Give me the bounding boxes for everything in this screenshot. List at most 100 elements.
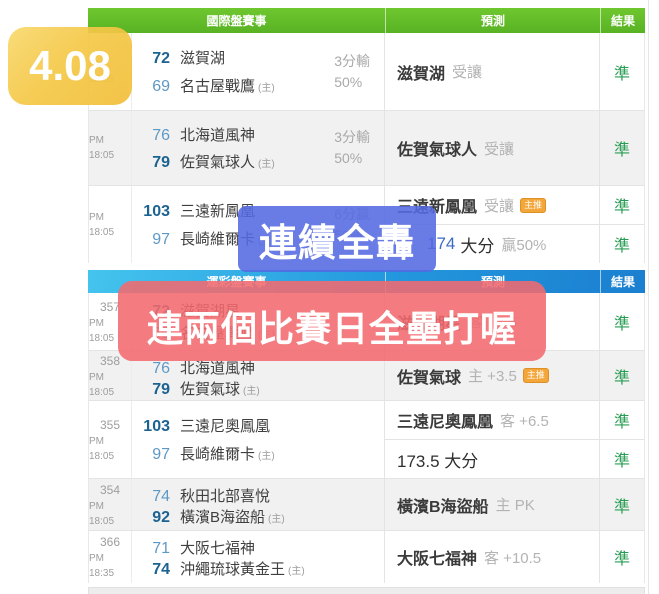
away-score: 103 (143, 202, 170, 220)
home-score: 97 (152, 446, 170, 464)
result-cell: 準 (599, 479, 644, 530)
game-row[interactable]: 366 PM 18:35 71 大阪七福神 74 沖繩琉球黃金王 (主) (89, 530, 644, 583)
teams-cell: 76 北海道風神 79 佐賀氣球 (主) (132, 351, 384, 400)
game-row[interactable]: 355 PM 18:05 103 三遠尼奧鳳凰 97 長崎維爾卡 (主) (89, 400, 644, 478)
home-team-name: 長崎維爾卡 (180, 446, 256, 464)
time-label: PM 18:05 (89, 500, 115, 527)
away-team-line: 72 滋賀湖 (132, 47, 384, 68)
prediction-detail: 受讓 (484, 197, 515, 215)
note-line2: 50% (334, 150, 363, 166)
prediction-result-block: 三遠新鳳凰 受讓 主推 準 174 大分 贏50% 準 (384, 186, 644, 263)
result-cell: 準 (599, 293, 644, 350)
prediction-row: 174 大分 贏50% 準 (385, 224, 644, 263)
game-time: 355 PM 18:05 (89, 401, 132, 478)
prediction-result-block: 佐賀氣球 主 +3.5 主推 準 (384, 351, 644, 400)
home-team-line: 79 佐賀氣球人 (主) (132, 151, 384, 172)
odds-sticker-badge: 4.08 (8, 27, 132, 105)
home-team-name: 佐賀氣球 (180, 381, 241, 398)
teams-cell: 103 三遠尼奧鳳凰 97 長崎維爾卡 (主) (132, 401, 384, 478)
away-team-name: 三遠新鳳凰 (180, 202, 256, 220)
away-team-name: 滋賀湖 (180, 49, 226, 67)
prediction-detail: 客 +10.5 (484, 549, 542, 567)
time-label: PM 18:05 (89, 317, 115, 344)
page-edge-divider (648, 0, 649, 594)
game-row[interactable]: PM 18:05 72 滋賀湖 69 名古屋戰鷹 (主) 3分輸 50% (89, 33, 644, 110)
teams-cell: 76 北海道風神 79 佐賀氣球人 (主) 3分輸 50% (132, 111, 384, 185)
away-team-name: 大阪七福神 (180, 540, 256, 557)
time-label: PM 18:35 (89, 553, 115, 579)
away-score: 71 (152, 540, 170, 557)
prediction-cell: 橫濱B海盜船 主 PK (385, 479, 599, 530)
home-score: 97 (152, 231, 170, 249)
away-team-line: 74 秋田北部喜悅 (132, 485, 384, 506)
handicap-note: 3分輸 50% (334, 127, 370, 169)
prediction-cell: 三遠新鳳凰 受讓 主推 (385, 186, 599, 224)
home-team-line: 92 橫濱B海盜船 (主) (132, 506, 384, 527)
prediction-cell: 佐賀氣球 主 +3.5 主推 (385, 351, 599, 400)
prediction-pick: 橫濱B海盜船 (397, 498, 489, 516)
prediction-cell: 佐賀氣球人 受讓 (385, 111, 599, 185)
game-number: 358 (99, 353, 121, 368)
note-line1: 3分輸 (334, 52, 370, 69)
time-label: PM 18:05 (89, 371, 115, 398)
prediction-pick: 滋賀湖 (397, 65, 446, 83)
time-label: PM 18:05 (89, 435, 115, 462)
game-time: 358 PM 18:05 (89, 351, 132, 400)
away-team-line: 76 北海道風神 (132, 124, 384, 145)
handicap-note: 3分輸 50% (334, 51, 370, 93)
prediction-row: 173.5 大分 準 (385, 439, 644, 478)
away-team-name: 北海道風神 (180, 126, 256, 144)
game-row[interactable]: PM 18:05 76 北海道風神 79 佐賀氣球人 (主) 3分輸 50% (89, 110, 644, 185)
home-team-name: 橫濱B海盜船 (180, 509, 266, 526)
away-team-line: 71 大阪七福神 (132, 537, 384, 558)
prediction-pick: 173.5 大分 (397, 451, 479, 471)
column-header-result: 結果 (600, 270, 645, 293)
home-score: 69 (152, 78, 170, 96)
international-table-body: PM 18:05 72 滋賀湖 69 名古屋戰鷹 (主) 3分輸 50% (88, 33, 645, 263)
game-row[interactable]: 354 PM 18:05 74 秋田北部喜悅 92 橫濱B海盜船 (主) (89, 478, 644, 530)
prediction-cell: 滋賀湖 受讓 (385, 33, 599, 110)
prediction-detail: 主 +3.5 (468, 368, 517, 385)
prediction-cell: 大阪七福神 客 +10.5 (385, 531, 599, 583)
prediction-detail: 客 +6.5 (500, 412, 549, 430)
away-score: 103 (143, 417, 170, 435)
prediction-result-block: 橫濱B海盜船 主 PK 準 (384, 479, 644, 530)
home-score: 92 (152, 509, 170, 526)
teams-cell: 71 大阪七福神 74 沖繩琉球黃金王 (主) (132, 531, 384, 583)
home-score: 79 (152, 381, 170, 398)
note-line2: 50% (334, 73, 363, 90)
away-score: 72 (152, 49, 170, 67)
result-cell: 準 (599, 440, 644, 478)
prediction-row: 大阪七福神 客 +10.5 準 (385, 531, 644, 583)
result-cell: 準 (599, 531, 644, 583)
home-mark: (主) (258, 83, 275, 95)
game-number: 355 (99, 417, 121, 432)
away-score: 76 (152, 126, 170, 144)
home-mark: (主) (243, 386, 260, 397)
game-time: 354 PM 18:05 (89, 479, 132, 530)
away-team-line: 103 三遠尼奧鳳凰 (132, 415, 384, 436)
home-team-line: 74 沖繩琉球黃金王 (主) (132, 558, 384, 579)
column-header-event: 國際盤賽事 (206, 14, 267, 28)
tables-container: 國際盤賽事 預測 結果 PM 18:05 72 滋賀湖 69 名古屋戰鷹 (88, 8, 645, 583)
prediction-detail: 受讓 (452, 64, 483, 81)
prediction-result-block: 三遠尼奧鳳凰 客 +6.5 準 173.5 大分 準 (384, 401, 644, 478)
teams-cell: 72 滋賀湖 69 名古屋戰鷹 (主) 3分輸 50% (132, 33, 384, 110)
game-time: PM 18:05 (89, 186, 132, 263)
prediction-pick: 佐賀氣球 (397, 369, 462, 387)
prediction-row: 佐賀氣球 主 +3.5 主推 準 (385, 351, 644, 400)
home-mark: (主) (258, 451, 275, 463)
result-cell: 準 (599, 111, 644, 185)
column-header-prediction: 預測 (385, 8, 600, 33)
result-cell: 準 (599, 225, 644, 263)
prediction-row: 三遠尼奧鳳凰 客 +6.5 準 (385, 401, 644, 439)
prediction-row: 滋賀湖 受讓 準 (385, 33, 644, 110)
home-mark: (主) (288, 566, 305, 577)
time-label: PM 18:05 (89, 135, 115, 161)
main-pick-badge: 主推 (520, 197, 547, 213)
international-table-header: 國際盤賽事 預測 結果 (88, 8, 645, 33)
teams-cell: 74 秋田北部喜悅 92 橫濱B海盜船 (主) (132, 479, 384, 530)
prediction-row: 橫濱B海盜船 主 PK 準 (385, 479, 644, 530)
away-team-name: 北海道風神 (180, 360, 256, 377)
